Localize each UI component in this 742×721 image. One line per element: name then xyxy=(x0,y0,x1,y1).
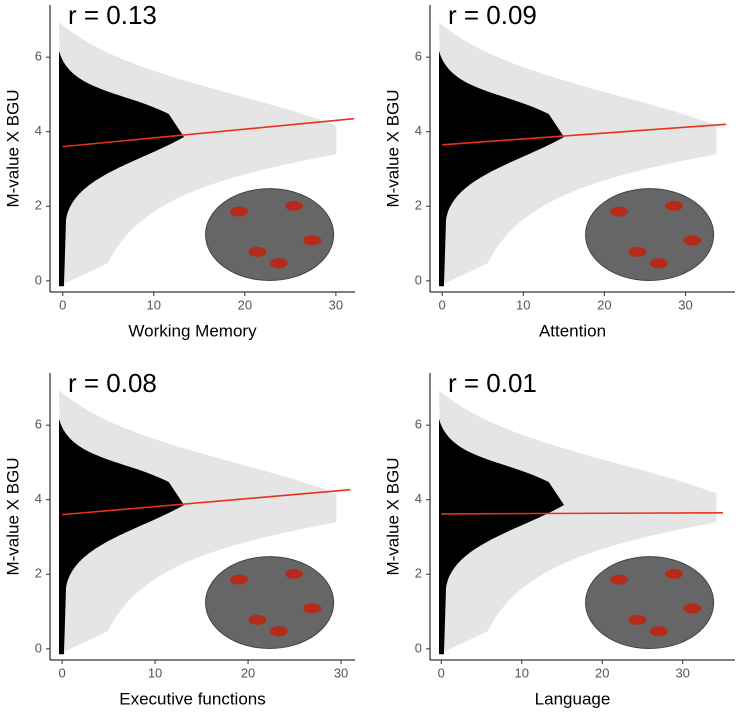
brain-spot xyxy=(665,200,683,211)
y-tick-label: 0 xyxy=(35,640,42,655)
brain-spot xyxy=(230,206,249,217)
x-tick-label: 0 xyxy=(58,665,65,680)
x-axis-label: Executive functions xyxy=(119,689,265,708)
panel-title: r = 0.08 xyxy=(68,368,157,398)
brain-spot xyxy=(303,603,322,614)
y-tick-label: 6 xyxy=(415,417,422,432)
brain-spot xyxy=(269,626,288,637)
x-tick-label: 10 xyxy=(148,665,162,680)
y-tick-label: 2 xyxy=(35,566,42,581)
x-tick-label: 0 xyxy=(438,665,445,680)
cloud-halo xyxy=(59,390,337,652)
brain-shape xyxy=(205,188,335,282)
y-tick-label: 4 xyxy=(35,123,42,138)
y-tick-label: 0 xyxy=(35,272,42,287)
y-tick-label: 2 xyxy=(415,198,422,213)
x-axis-label: Language xyxy=(535,689,611,708)
cloud-halo xyxy=(439,390,717,652)
x-tick-label: 20 xyxy=(238,297,252,312)
x-tick-label: 20 xyxy=(595,665,609,680)
x-tick-label: 30 xyxy=(329,297,343,312)
brain-spot xyxy=(649,626,668,637)
brain-spot xyxy=(285,200,303,211)
brain-spot xyxy=(665,568,683,579)
x-tick-label: 20 xyxy=(597,297,611,312)
brain-image xyxy=(585,556,715,650)
x-tick-label: 20 xyxy=(241,665,255,680)
x-tick-label: 30 xyxy=(678,297,692,312)
fit-line xyxy=(62,488,351,516)
cloud-halo xyxy=(439,22,717,284)
brain-spot xyxy=(610,206,629,217)
y-tick-label: 0 xyxy=(415,272,422,287)
brain-shape xyxy=(585,188,715,282)
y-tick-label: 6 xyxy=(35,49,42,64)
brain-spot xyxy=(248,614,267,625)
brain-spot xyxy=(269,258,288,269)
cloud-core xyxy=(59,50,184,287)
panel-title: r = 0.09 xyxy=(448,0,537,30)
y-axis-label: M-value X BGU xyxy=(383,89,402,207)
brain-spot xyxy=(683,235,702,246)
cloud-halo xyxy=(59,22,337,284)
fit-line xyxy=(62,117,355,148)
x-tick-label: 30 xyxy=(675,665,689,680)
y-axis-label: M-value X BGU xyxy=(3,89,22,207)
panel: 0 2 4 6 0 10 20 30 Executive functions M-value X … xyxy=(3,368,355,708)
x-axis-label: Working Memory xyxy=(128,321,257,340)
brain-shape xyxy=(585,556,715,650)
brain-spot xyxy=(683,603,702,614)
x-tick-label: 30 xyxy=(334,665,348,680)
cloud-core xyxy=(59,418,184,655)
y-tick-label: 0 xyxy=(415,640,422,655)
y-tick-label: 2 xyxy=(415,566,422,581)
brain-spot xyxy=(248,246,267,257)
y-axis-label: M-value X BGU xyxy=(3,457,22,575)
cloud-core xyxy=(439,418,564,655)
x-tick-label: 0 xyxy=(59,297,66,312)
brain-spot xyxy=(628,246,647,257)
brain-spot xyxy=(649,258,668,269)
brain-image xyxy=(585,188,715,282)
x-axis-label: Attention xyxy=(539,321,606,340)
x-tick-label: 10 xyxy=(147,297,161,312)
y-tick-label: 4 xyxy=(415,123,422,138)
brain-image xyxy=(205,188,335,282)
brain-spot xyxy=(230,574,249,585)
brain-spot xyxy=(628,614,647,625)
brain-spot xyxy=(610,574,629,585)
fit-line xyxy=(441,511,723,515)
panel-title: r = 0.01 xyxy=(448,368,537,398)
brain-spot xyxy=(285,568,303,579)
y-tick-label: 2 xyxy=(35,198,42,213)
panel: 0 2 4 6 0 10 20 30 Attention M-value X BGU r = 0.0… xyxy=(383,0,735,340)
y-tick-label: 4 xyxy=(415,491,422,506)
x-tick-label: 10 xyxy=(516,297,530,312)
y-tick-label: 6 xyxy=(415,49,422,64)
y-tick-label: 6 xyxy=(35,417,42,432)
fit-line xyxy=(442,123,727,146)
panel: 0 2 4 6 0 10 20 30 Working Memory M-value X BGU r … xyxy=(3,0,355,340)
brain-spot xyxy=(303,235,322,246)
x-tick-label: 10 xyxy=(515,665,529,680)
y-tick-label: 4 xyxy=(35,491,42,506)
y-axis-label: M-value X BGU xyxy=(383,457,402,575)
panel: 0 2 4 6 0 10 20 30 Language M-value X BGU r = 0.01 xyxy=(383,368,735,708)
cloud-core xyxy=(439,50,564,287)
x-tick-label: 0 xyxy=(439,297,446,312)
brain-image xyxy=(205,556,335,650)
brain-shape xyxy=(205,556,335,650)
panel-title: r = 0.13 xyxy=(68,0,157,30)
